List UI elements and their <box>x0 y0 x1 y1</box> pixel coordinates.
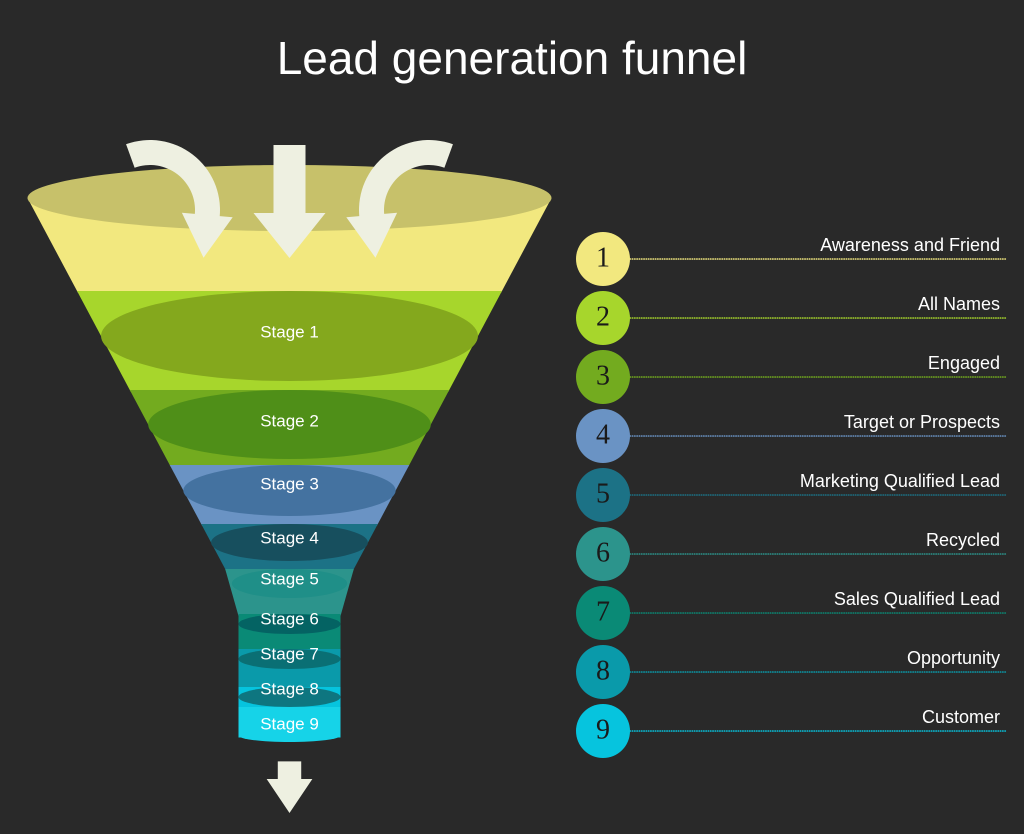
svg-text:Sales Qualified Lead: Sales Qualified Lead <box>834 589 1000 609</box>
svg-text:4: 4 <box>596 419 610 450</box>
svg-text:Stage 4: Stage 4 <box>260 528 319 547</box>
svg-text:Awareness and Friend: Awareness and Friend <box>820 235 1000 255</box>
svg-text:Stage 6: Stage 6 <box>260 609 319 628</box>
svg-text:7: 7 <box>596 596 610 627</box>
svg-text:Stage 7: Stage 7 <box>260 644 319 663</box>
svg-text:Target or Prospects: Target or Prospects <box>844 412 1000 432</box>
svg-text:Stage 8: Stage 8 <box>260 679 319 698</box>
svg-text:All Names: All Names <box>918 294 1000 314</box>
svg-text:6: 6 <box>596 537 610 568</box>
svg-text:9: 9 <box>596 714 610 745</box>
svg-text:Stage 1: Stage 1 <box>260 322 319 341</box>
svg-text:Customer: Customer <box>922 707 1000 727</box>
svg-text:Marketing Qualified Lead: Marketing Qualified Lead <box>800 471 1000 491</box>
svg-text:Stage 9: Stage 9 <box>260 714 319 733</box>
svg-text:3: 3 <box>596 360 610 391</box>
svg-text:Stage 5: Stage 5 <box>260 569 319 588</box>
svg-text:Engaged: Engaged <box>928 353 1000 373</box>
svg-text:1: 1 <box>596 242 610 273</box>
svg-text:Stage 2: Stage 2 <box>260 411 319 430</box>
svg-text:2: 2 <box>596 301 610 332</box>
svg-text:Stage 3: Stage 3 <box>260 474 319 493</box>
svg-text:Opportunity: Opportunity <box>907 648 1000 668</box>
svg-text:Recycled: Recycled <box>926 530 1000 550</box>
svg-text:5: 5 <box>596 478 610 509</box>
svg-text:8: 8 <box>596 655 610 686</box>
